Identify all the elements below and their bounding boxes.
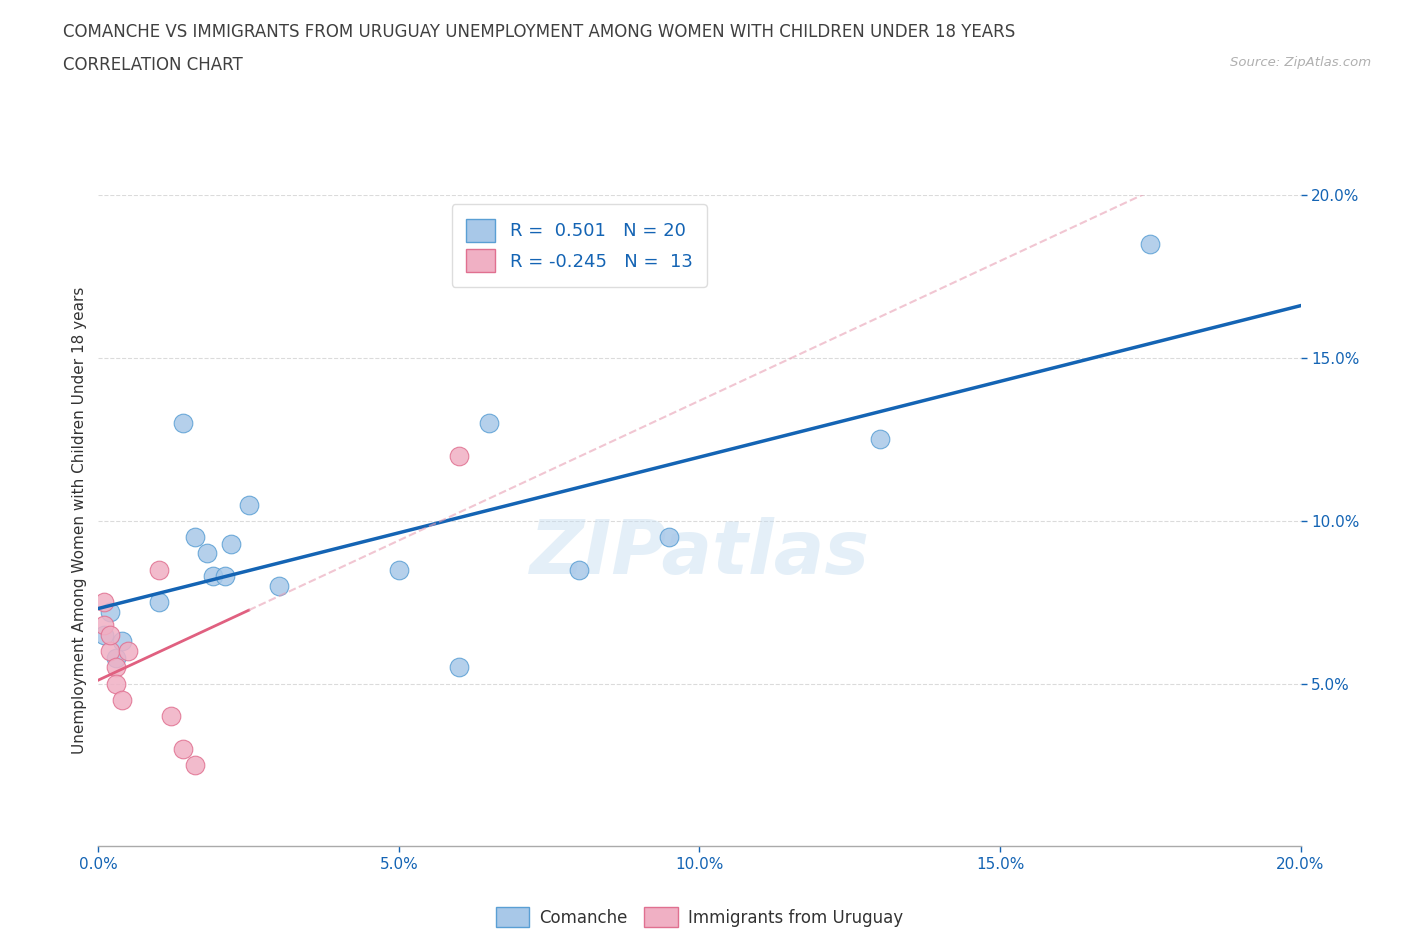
Point [172, 741, 194, 756]
Y-axis label: Unemployment Among Women with Children Under 18 years: Unemployment Among Women with Children U… [72, 287, 87, 754]
Point [105, 660, 128, 675]
Point [658, 530, 681, 545]
Point [267, 578, 290, 593]
Point [195, 546, 218, 561]
Point [388, 562, 411, 577]
Text: CORRELATION CHART: CORRELATION CHART [63, 56, 243, 73]
Point [100, 644, 122, 658]
Point [219, 537, 242, 551]
Point [105, 650, 128, 665]
Point [447, 448, 470, 463]
Point [111, 634, 134, 649]
Point [148, 595, 170, 610]
Point [172, 416, 194, 431]
Text: Source: ZipAtlas.com: Source: ZipAtlas.com [1230, 56, 1371, 69]
Point [869, 432, 891, 447]
Point [100, 604, 122, 619]
Point [568, 562, 591, 577]
Point [447, 660, 470, 675]
Point [214, 569, 236, 584]
Point [148, 562, 170, 577]
Point [117, 644, 139, 658]
Text: ZIPatlas: ZIPatlas [530, 517, 869, 590]
Point [93, 618, 115, 632]
Point [201, 569, 224, 584]
Point [183, 757, 205, 772]
Point [478, 416, 501, 431]
Legend: Comanche, Immigrants from Uruguay: Comanche, Immigrants from Uruguay [489, 900, 910, 930]
Point [105, 676, 128, 691]
Point [183, 530, 205, 545]
Point [238, 498, 260, 512]
Point [93, 595, 115, 610]
Point [1139, 237, 1161, 252]
Point [100, 628, 122, 643]
Text: COMANCHE VS IMMIGRANTS FROM URUGUAY UNEMPLOYMENT AMONG WOMEN WITH CHILDREN UNDER: COMANCHE VS IMMIGRANTS FROM URUGUAY UNEM… [63, 23, 1015, 41]
Point [111, 692, 134, 708]
Point [159, 709, 181, 724]
Point [93, 628, 115, 643]
